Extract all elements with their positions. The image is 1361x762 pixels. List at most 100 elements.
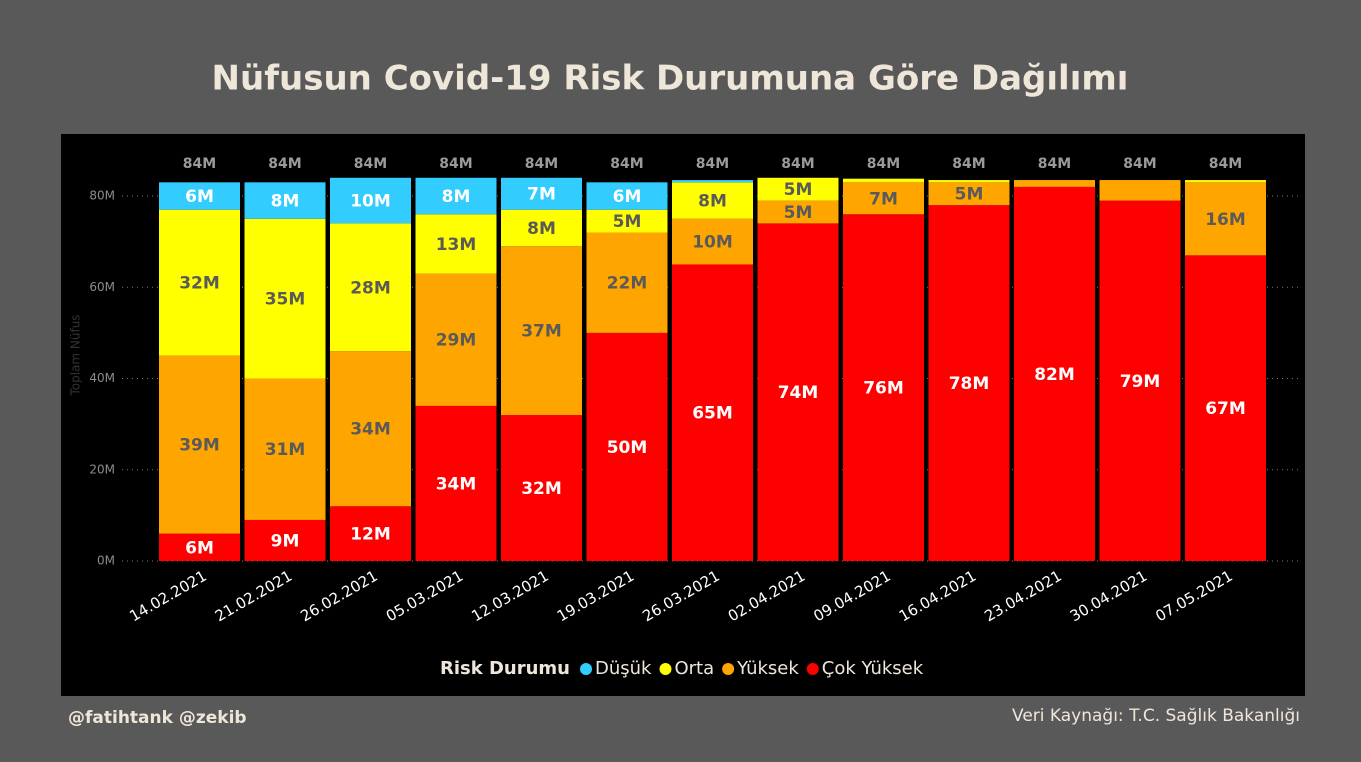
data-label: 39M (179, 436, 220, 456)
total-label: 84M (696, 156, 729, 172)
bar-segment (843, 182, 924, 215)
bar-segment (757, 200, 839, 224)
bar-segment (244, 519, 326, 561)
y-tick-label: 80M (89, 189, 115, 203)
y-axis-label: Toplam Nüfus (69, 314, 83, 396)
legend-swatch (580, 663, 592, 675)
data-label: 6M (613, 187, 642, 207)
bar-segment (586, 332, 668, 561)
data-label: 13M (436, 235, 477, 255)
bar-segment (330, 351, 411, 507)
data-label: 8M (698, 192, 727, 212)
data-label: 5M (955, 185, 984, 205)
bar-segment (330, 506, 411, 561)
legend-label: Yüksek (736, 658, 799, 679)
total-label: 84M (439, 156, 472, 172)
data-label: 50M (607, 438, 648, 458)
data-label: 35M (265, 290, 306, 310)
bar-segment (757, 223, 839, 561)
total-label: 84M (1123, 156, 1156, 172)
bar-segment (586, 182, 668, 210)
bar-segment (672, 264, 753, 561)
data-label: 5M (784, 180, 813, 200)
bar-segment (928, 180, 1010, 183)
bar-segment (928, 205, 1010, 561)
legend-label: Orta (674, 658, 714, 679)
data-label: 22M (607, 274, 648, 294)
bar-segment (672, 180, 753, 183)
legend: Risk Durumu Düşük Orta Yüksek Çok Yüksek (440, 658, 924, 679)
data-label: 31M (265, 440, 306, 460)
data-label: 6M (185, 187, 214, 207)
data-label: 34M (436, 474, 477, 494)
data-label: 5M (613, 212, 642, 232)
bar-segment (1185, 182, 1266, 256)
y-tick-label: 20M (89, 462, 115, 476)
bar-segment (586, 232, 668, 333)
total-label: 84M (867, 156, 900, 172)
data-label: 28M (350, 278, 391, 298)
data-label: 82M (1034, 365, 1075, 385)
total-label: 84M (354, 156, 387, 172)
total-label: 84M (952, 156, 985, 172)
data-label: 34M (350, 420, 391, 440)
legend-swatch (722, 663, 735, 675)
bar-segment (330, 223, 411, 352)
data-label: 8M (271, 192, 300, 212)
bar-segment (1185, 180, 1266, 183)
bar-segment (501, 415, 582, 561)
bar-segment (415, 273, 497, 406)
data-label: 9M (271, 531, 300, 551)
chart-title: Nüfusun Covid-19 Risk Durumuna Göre Dağı… (212, 59, 1129, 99)
data-label: 8M (442, 187, 471, 207)
total-label: 84M (781, 156, 814, 172)
bar-segment (415, 405, 497, 561)
bar-segment (415, 214, 497, 274)
bar-segment (586, 209, 668, 233)
y-tick-label: 60M (89, 280, 115, 294)
data-label: 16M (1205, 210, 1246, 230)
y-tick-label: 40M (89, 371, 115, 385)
bar-segment (501, 177, 582, 210)
bar-segment (672, 218, 753, 265)
footer-right: Veri Kaynağı: T.C. Sağlık Bakanlığı (1012, 706, 1300, 726)
bar-segment (159, 209, 240, 356)
bar-segment (501, 246, 582, 416)
bar-segment (501, 209, 582, 247)
total-label: 84M (610, 156, 643, 172)
data-label: 5M (784, 203, 813, 223)
legend-swatch (659, 663, 672, 675)
data-label: 76M (863, 379, 904, 399)
data-label: 8M (527, 219, 556, 239)
legend-title: Risk Durumu (440, 658, 570, 679)
total-label: 84M (1209, 156, 1242, 172)
total-label: 84M (268, 156, 301, 172)
data-label: 12M (350, 525, 391, 545)
bar-segment (244, 378, 326, 520)
legend-label: Düşük (595, 658, 652, 679)
bar-segment (843, 178, 924, 183)
bar-segment (843, 214, 924, 561)
bar-segment (1185, 255, 1266, 561)
data-label: 7M (869, 189, 898, 209)
legend-swatch (806, 663, 819, 675)
bar-segment (757, 177, 839, 201)
bar-segment (330, 177, 411, 224)
legend-label: Çok Yüksek (822, 658, 924, 679)
data-label: 29M (436, 331, 477, 351)
data-label: 79M (1120, 372, 1161, 392)
data-label: 10M (692, 233, 733, 253)
bar-segment (159, 182, 240, 210)
total-label: 84M (525, 156, 558, 172)
bar-segment (928, 182, 1010, 206)
data-label: 32M (521, 479, 562, 499)
bar-segment (415, 177, 497, 215)
bar-segment (1014, 180, 1095, 187)
bar-segment (159, 533, 240, 561)
total-label: 84M (183, 156, 216, 172)
data-label: 7M (527, 185, 556, 205)
bar-segment (1099, 180, 1181, 201)
data-label: 37M (521, 322, 562, 342)
bar-segment (1099, 200, 1181, 561)
